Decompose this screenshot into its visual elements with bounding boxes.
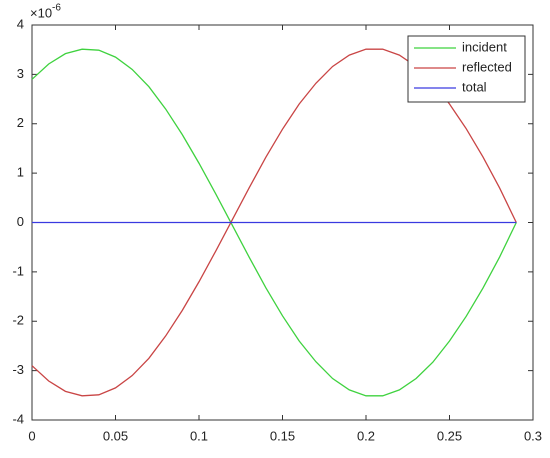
legend-label: reflected	[462, 59, 512, 74]
y-tick-label: 0	[17, 214, 24, 229]
x-tick-label: 0.05	[103, 428, 128, 443]
x-tick-label: 0	[28, 428, 35, 443]
y-multiplier-base: ×10	[30, 5, 52, 20]
y-tick-label: -1	[12, 263, 24, 278]
y-tick-label: 1	[17, 165, 24, 180]
y-multiplier-exponent: -6	[52, 3, 61, 14]
y-tick-label: 4	[17, 16, 24, 31]
y-tick-label: -3	[12, 362, 24, 377]
x-tick-label: 0.1	[190, 428, 208, 443]
legend-box	[407, 35, 526, 103]
series-line	[31, 48, 517, 397]
legend-label: incident	[462, 39, 507, 54]
legend-label: total	[462, 79, 487, 94]
y-tick-label: -4	[12, 411, 24, 426]
x-tick-label: 0.3	[524, 428, 542, 443]
y-tick-label: 3	[17, 66, 24, 81]
x-tick-label: 0.25	[437, 428, 462, 443]
x-tick-label: 0.15	[270, 428, 295, 443]
y-tick-label: 2	[17, 115, 24, 130]
y-tick-label: -2	[12, 313, 24, 328]
x-tick-label: 0.2	[357, 428, 375, 443]
